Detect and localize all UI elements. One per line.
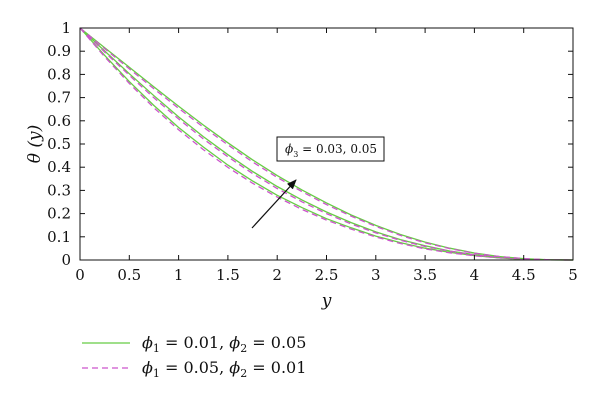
- y-tick-label: 1: [61, 19, 71, 37]
- text-part: 2: [240, 342, 247, 355]
- x-tick-label: 0.5: [117, 266, 141, 284]
- text-part: = 0.05,: [160, 358, 229, 377]
- text-part: ϕ: [142, 358, 153, 377]
- text-part: ϕ: [285, 142, 293, 156]
- y-tick-label: 0.3: [47, 181, 71, 199]
- x-tick-label: 4.5: [512, 266, 536, 284]
- x-tick-label: 1.5: [216, 266, 240, 284]
- text-part: 1: [153, 367, 160, 380]
- ticks-layer: [79, 27, 574, 261]
- series-layer: [79, 27, 574, 261]
- text-part: ϕ: [142, 333, 153, 352]
- y-tick-label: 0.1: [47, 228, 71, 246]
- y-axis-title: θ (y): [25, 125, 45, 164]
- x-tick-label: 1: [174, 266, 184, 284]
- y-tick-label: 0: [61, 251, 71, 269]
- text-part: ϕ: [229, 358, 240, 377]
- x-tick-label: 3: [371, 266, 381, 284]
- annotation: ϕ3 = 0.03, 0.05: [251, 136, 385, 229]
- x-tick-labels: 0 0.5 1 1.5 2 2.5 3 3.5 4 4.5 5: [75, 266, 578, 284]
- series-line-5: [79, 27, 574, 261]
- legend-label: ϕ1 = 0.01, ϕ2 = 0.05: [142, 333, 306, 355]
- x-axis-title: y: [321, 291, 332, 311]
- legend-label: ϕ1 = 0.05, ϕ2 = 0.01: [142, 358, 306, 380]
- text-part: 2: [240, 367, 247, 380]
- legend-item-1: ϕ1 = 0.01, ϕ2 = 0.05: [82, 333, 306, 355]
- text-part: ϕ: [229, 333, 240, 352]
- x-tick-label: 4: [470, 266, 480, 284]
- annotation-text: ϕ3 = 0.03, 0.05: [285, 142, 377, 159]
- text-part: = 0.05: [247, 333, 306, 352]
- text-part: 3: [293, 150, 298, 159]
- text-part: 1: [153, 342, 160, 355]
- annotation-box: [276, 136, 385, 162]
- text-part: = 0.01,: [160, 333, 229, 352]
- y-tick-label: 0.9: [47, 42, 71, 60]
- y-tick-label: 0.4: [47, 158, 71, 176]
- y-tick-label: 0.7: [47, 89, 71, 107]
- series-line-4: [79, 27, 574, 261]
- y-tick-labels: 0 0.1 0.2 0.3 0.4 0.5 0.6 0.7 0.8 0.9 1: [47, 19, 71, 269]
- y-tick-label: 0.2: [47, 205, 71, 223]
- text-part: = 0.03, 0.05: [298, 142, 377, 156]
- y-tick-label: 0.5: [47, 135, 71, 153]
- x-tick-label: 3.5: [413, 266, 437, 284]
- x-tick-label: 2.5: [315, 266, 339, 284]
- series-line-6: [79, 27, 574, 261]
- annotation-arrow: [251, 179, 297, 229]
- y-tick-label: 0.6: [47, 112, 71, 130]
- y-tick-label: 0.8: [47, 65, 71, 83]
- x-tick-label: 5: [568, 266, 578, 284]
- x-tick-label: 0: [75, 266, 85, 284]
- text-part: = 0.01: [247, 358, 306, 377]
- x-tick-label: 2: [272, 266, 282, 284]
- legend-item-2: ϕ1 = 0.05, ϕ2 = 0.01: [82, 358, 306, 380]
